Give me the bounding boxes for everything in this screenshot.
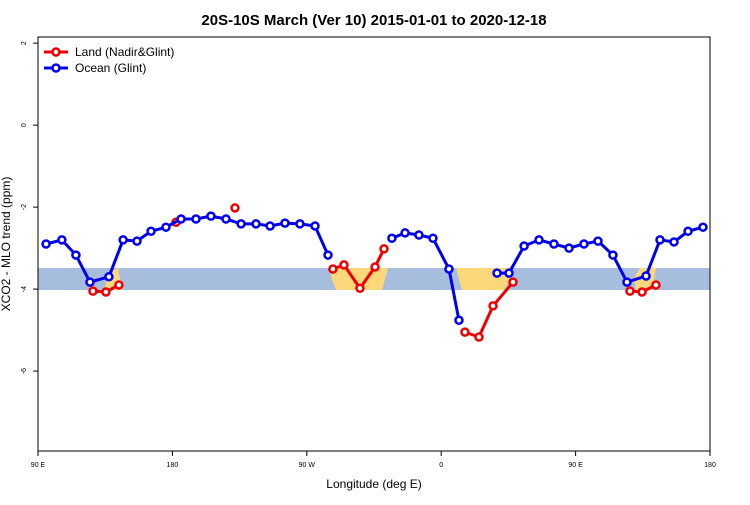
plot-frame [37, 36, 711, 452]
point [328, 264, 338, 274]
point [625, 286, 635, 296]
x-tick-label: 90 E [568, 462, 583, 469]
point [414, 230, 424, 240]
x-tick-label: 90 E [31, 462, 46, 469]
y-tick-label: 2 [21, 41, 28, 45]
y-tick-label: 0 [21, 123, 28, 127]
x-tick-label: 180 [167, 462, 179, 469]
point [400, 228, 410, 238]
point [641, 271, 651, 281]
land-patch [456, 268, 512, 290]
point [221, 214, 231, 224]
point [508, 277, 518, 287]
point [230, 203, 240, 213]
point [236, 219, 246, 229]
point [519, 241, 529, 251]
x-tick-label: 180 [704, 462, 716, 469]
point [101, 287, 111, 297]
point [57, 235, 67, 245]
point [549, 239, 559, 249]
point [251, 219, 261, 229]
legend-label: Ocean (Glint) [75, 61, 146, 75]
point [206, 211, 216, 221]
point [132, 236, 142, 246]
y-tick-label: -2 [21, 204, 28, 210]
point [114, 280, 124, 290]
point [104, 272, 114, 282]
point [564, 243, 574, 253]
point [71, 250, 81, 260]
point [622, 277, 632, 287]
legend-marker [51, 47, 61, 57]
y-axis-label: XCO2 - MLO trend (ppm) [0, 177, 13, 312]
point [454, 315, 464, 325]
point [655, 235, 665, 245]
point [85, 277, 95, 287]
point [428, 233, 438, 244]
point [488, 301, 498, 311]
point [492, 268, 502, 278]
point [379, 244, 389, 254]
x-tick-label: 0 [439, 462, 443, 469]
point [161, 222, 171, 232]
point [637, 287, 647, 297]
point [146, 226, 156, 237]
point [88, 286, 98, 296]
point [339, 260, 349, 270]
point [310, 221, 320, 231]
point [474, 332, 484, 342]
point [118, 235, 128, 245]
point [355, 283, 365, 294]
point [444, 264, 454, 274]
point [41, 239, 51, 249]
chart-title: 20S-10S March (Ver 10) 2015-01-01 to 202… [201, 12, 546, 29]
point [593, 236, 603, 246]
point [191, 214, 201, 224]
point [176, 214, 186, 224]
y-tick-label: -4 [21, 286, 28, 292]
legend-marker [51, 63, 61, 73]
legend-label: Land (Nadir&Glint) [75, 45, 174, 59]
point [460, 327, 470, 337]
point [323, 250, 333, 260]
point [683, 226, 693, 237]
point [534, 235, 544, 245]
point [608, 250, 618, 260]
x-axis-label: Longitude (deg E) [326, 477, 421, 491]
point [387, 233, 397, 244]
point [370, 262, 380, 272]
point [698, 222, 708, 232]
y-tick-label: -6 [21, 368, 28, 374]
point [265, 221, 275, 231]
point [504, 268, 514, 278]
point [579, 239, 589, 249]
x-tick-label: 90 W [299, 462, 316, 469]
land-patch [330, 268, 388, 290]
point [280, 218, 290, 228]
point [651, 280, 661, 290]
point [295, 219, 305, 229]
point [669, 237, 679, 247]
